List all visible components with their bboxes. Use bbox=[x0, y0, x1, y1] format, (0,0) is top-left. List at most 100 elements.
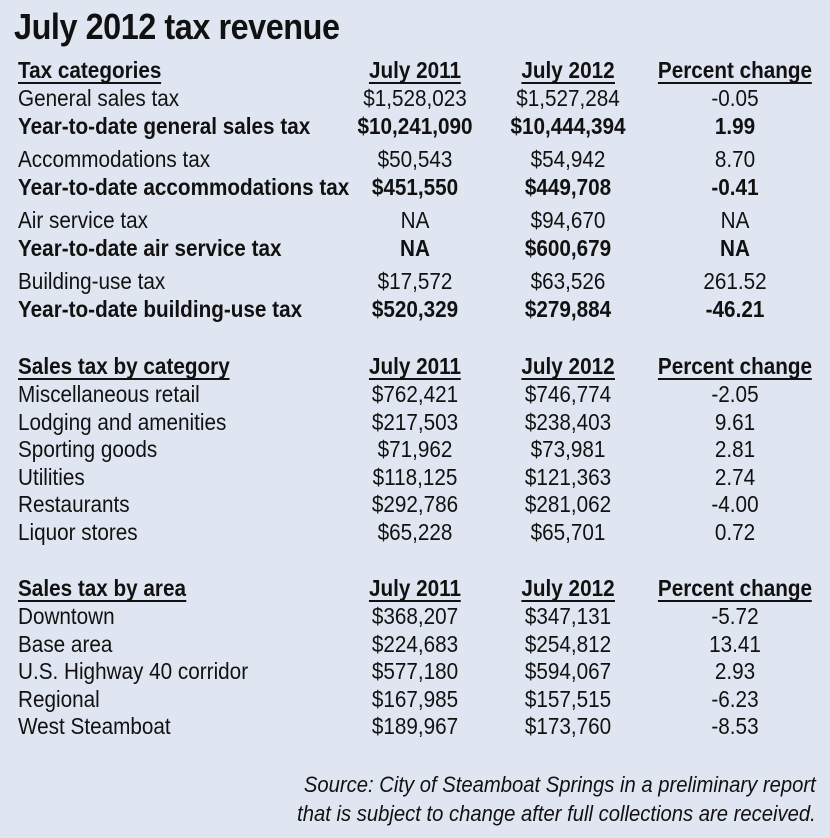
percent-change: 13.41 bbox=[709, 630, 761, 657]
source-line-1: Source: City of Steamboat Springs in a p… bbox=[304, 772, 816, 797]
percent-change: 0.72 bbox=[714, 518, 756, 545]
table-row: Air service tax NA $94,670 NA bbox=[0, 207, 830, 235]
value-july-2012: $254,812 bbox=[524, 630, 612, 657]
column-header: July 2012 bbox=[521, 575, 615, 602]
row-label: Year-to-date accommodations tax bbox=[18, 173, 350, 200]
source-line-2: that is subject to change after full col… bbox=[297, 801, 816, 826]
value-july-2011: $1,528,023 bbox=[363, 85, 467, 111]
value-july-2011: $65,228 bbox=[377, 518, 453, 545]
header-label: Sales tax by category bbox=[18, 353, 230, 380]
section-header: Sales tax by area July 2011 July 2012 Perce… bbox=[0, 576, 830, 603]
row-label: Building-use tax bbox=[18, 268, 166, 294]
table-row: Lodging and amenities $217,503 $238,403 9.6… bbox=[0, 409, 830, 437]
value-july-2012: $157,515 bbox=[524, 685, 612, 712]
value-july-2011: $17,572 bbox=[377, 268, 453, 294]
column-header: July 2011 bbox=[368, 575, 462, 602]
table-row: Utilities $118,125 $121,363 2.74 bbox=[0, 464, 830, 492]
table-row: Year-to-date air service tax NA $600,679 NA bbox=[0, 235, 830, 263]
table-row: Year-to-date general sales tax $10,241,09… bbox=[0, 113, 830, 141]
row-label: General sales tax bbox=[18, 85, 180, 111]
table-row: Liquor stores $65,228 $65,701 0.72 bbox=[0, 519, 830, 547]
row-label: Restaurants bbox=[18, 491, 130, 517]
value-july-2011: $224,683 bbox=[371, 630, 459, 657]
value-july-2012: $94,670 bbox=[530, 207, 606, 233]
value-july-2011: $50,543 bbox=[377, 146, 453, 172]
percent-change: -5.72 bbox=[711, 603, 759, 629]
value-july-2012: $65,701 bbox=[530, 518, 606, 545]
percent-change: -8.53 bbox=[711, 713, 759, 739]
row-label: Liquor stores bbox=[18, 518, 138, 545]
value-july-2012: $594,067 bbox=[524, 658, 612, 684]
percent-change: NA bbox=[720, 234, 750, 261]
percent-change: -2.05 bbox=[711, 381, 759, 407]
column-header: Percent change bbox=[657, 57, 813, 84]
section-header: Tax categories July 2011 July 2012 Percent … bbox=[0, 58, 830, 85]
percent-change: 2.81 bbox=[714, 436, 756, 462]
source-note: Source: City of Steamboat Springs in a p… bbox=[297, 770, 816, 828]
value-july-2011: $292,786 bbox=[371, 491, 459, 517]
value-july-2011: $118,125 bbox=[372, 463, 458, 490]
section-sales-tax-by-category: Sales tax by category July 2011 July 2012 P… bbox=[0, 354, 830, 546]
value-july-2011: $10,241,090 bbox=[357, 112, 473, 139]
column-header: Percent change bbox=[657, 353, 813, 380]
table-row: Year-to-date accommodations tax $451,550 $… bbox=[0, 174, 830, 202]
value-july-2012: $600,679 bbox=[524, 234, 612, 261]
value-july-2011: $189,967 bbox=[371, 713, 459, 739]
row-label: U.S. Highway 40 corridor bbox=[18, 658, 249, 684]
value-july-2012: $449,708 bbox=[524, 173, 612, 200]
value-july-2012: $121,363 bbox=[524, 463, 612, 490]
percent-change: 8.70 bbox=[714, 146, 756, 172]
percent-change: -46.21 bbox=[705, 295, 765, 322]
value-july-2012: $281,062 bbox=[524, 491, 612, 517]
percent-change: -0.05 bbox=[711, 85, 759, 111]
table-row: U.S. Highway 40 corridor $577,180 $594,067… bbox=[0, 658, 830, 686]
section-tax-categories: Tax categories July 2011 July 2012 Percent … bbox=[0, 58, 830, 323]
header-label: Sales tax by area bbox=[18, 575, 187, 602]
value-july-2012: $73,981 bbox=[530, 436, 606, 462]
table-row: Sporting goods $71,962 $73,981 2.81 bbox=[0, 436, 830, 464]
table-row: Regional $167,985 $157,515 -6.23 bbox=[0, 686, 830, 714]
table-row: Accommodations tax $50,543 $54,942 8.70 bbox=[0, 146, 830, 174]
table-row: Downtown $368,207 $347,131 -5.72 bbox=[0, 603, 830, 631]
column-header: July 2011 bbox=[368, 353, 462, 380]
table-row: Restaurants $292,786 $281,062 -4.00 bbox=[0, 491, 830, 519]
row-label: Year-to-date air service tax bbox=[18, 234, 282, 261]
value-july-2012: $10,444,394 bbox=[510, 112, 626, 139]
table-row: Year-to-date building-use tax $520,329 $27… bbox=[0, 296, 830, 324]
value-july-2011: $368,207 bbox=[371, 603, 459, 629]
value-july-2012: $238,403 bbox=[524, 408, 612, 435]
row-label: Miscellaneous retail bbox=[18, 381, 200, 407]
table-row: West Steamboat $189,967 $173,760 -8.53 bbox=[0, 713, 830, 741]
percent-change: -6.23 bbox=[711, 685, 759, 712]
column-header: Percent change bbox=[657, 575, 813, 602]
section-sales-tax-by-area: Sales tax by area July 2011 July 2012 Perce… bbox=[0, 576, 830, 741]
row-label: Year-to-date general sales tax bbox=[18, 112, 311, 139]
table-row: Base area $224,683 $254,812 13.41 bbox=[0, 631, 830, 659]
value-july-2011: $520,329 bbox=[371, 295, 459, 322]
column-header: July 2012 bbox=[521, 353, 615, 380]
row-label: Base area bbox=[18, 630, 113, 657]
value-july-2011: NA bbox=[400, 234, 430, 261]
value-july-2012: $746,774 bbox=[524, 381, 612, 407]
table-row: General sales tax $1,528,023 $1,527,284 -0.… bbox=[0, 85, 830, 113]
row-label: Air service tax bbox=[18, 207, 148, 233]
percent-change: 1.99 bbox=[714, 112, 756, 139]
table-row: Miscellaneous retail $762,421 $746,774 -2.0… bbox=[0, 381, 830, 409]
section-header: Sales tax by category July 2011 July 2012 P… bbox=[0, 354, 830, 381]
row-label: Regional bbox=[18, 685, 100, 712]
value-july-2012: $347,131 bbox=[524, 603, 612, 629]
value-july-2011: $217,503 bbox=[371, 408, 459, 435]
row-label: Year-to-date building-use tax bbox=[18, 295, 303, 322]
value-july-2011: $167,985 bbox=[371, 685, 459, 712]
value-july-2012: $279,884 bbox=[524, 295, 612, 322]
row-label: Accommodations tax bbox=[18, 146, 211, 172]
value-july-2012: $63,526 bbox=[530, 268, 606, 294]
percent-change: 2.74 bbox=[714, 463, 756, 490]
row-label: Utilities bbox=[18, 463, 85, 490]
value-july-2012: $1,527,284 bbox=[516, 85, 620, 111]
value-july-2012: $54,942 bbox=[530, 146, 606, 172]
value-july-2011: $577,180 bbox=[371, 658, 459, 684]
row-label: West Steamboat bbox=[18, 713, 171, 739]
column-header: July 2011 bbox=[368, 57, 462, 84]
